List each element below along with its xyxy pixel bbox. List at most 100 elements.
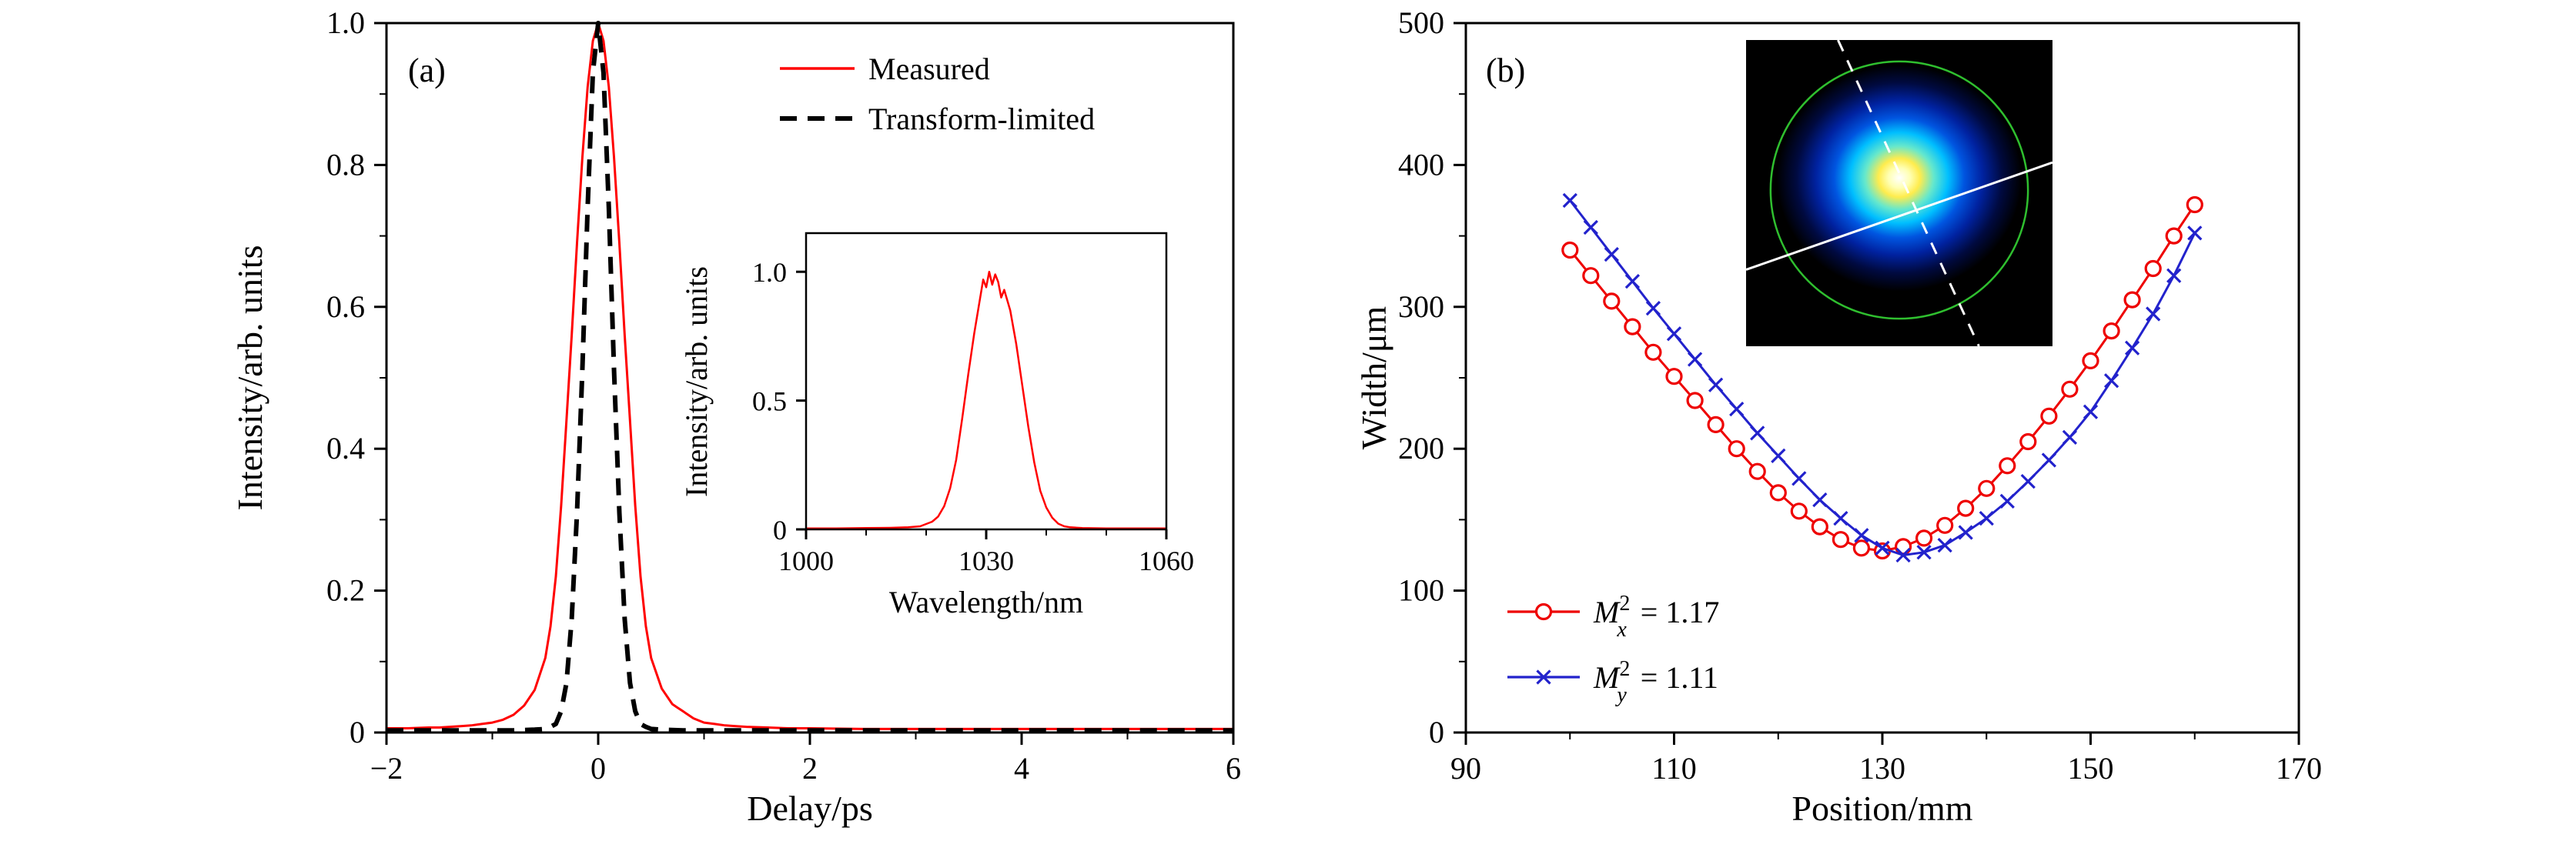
axes-frame xyxy=(805,232,1168,531)
marker-x-My2 xyxy=(2124,340,2140,355)
marker-circle-Mx2 xyxy=(2040,407,2058,425)
y-tick-label: 0 xyxy=(350,715,365,749)
x-tick-label: 170 xyxy=(2276,751,2322,786)
y-tick-label: 1.0 xyxy=(752,257,787,288)
marker-circle-Mx2 xyxy=(1728,440,1745,458)
marker-x-My2 xyxy=(1979,510,1994,526)
marker-circle-Mx2 xyxy=(1999,457,2016,475)
x-tick-label: 1030 xyxy=(958,546,1014,576)
y-tick-label: 300 xyxy=(1398,289,1444,324)
beam-overlay-circle xyxy=(1769,60,2029,320)
x-tick-label: 1000 xyxy=(778,546,834,576)
marker-circle-Mx2 xyxy=(2103,322,2120,340)
y-tick-label: 200 xyxy=(1398,431,1444,466)
x-tick-label: 150 xyxy=(2068,751,2114,786)
marker-x-My2 xyxy=(1562,192,1577,209)
x-tick-label: 130 xyxy=(1859,751,1905,786)
x-tick-label: 90 xyxy=(1450,751,1481,786)
legend-b-my2-x-marker xyxy=(1536,669,1551,685)
x-tick-label: 2 xyxy=(802,751,818,786)
y-tick-label: 0.5 xyxy=(752,386,787,417)
legend-b-mx2-label: M2 x= 1.17 xyxy=(1593,592,1719,642)
marker-circle-Mx2 xyxy=(1582,267,1600,285)
marker-x-My2 xyxy=(2062,429,2078,446)
marker-x-My2 xyxy=(2166,268,2182,283)
marker-x-My2 xyxy=(1812,492,1828,508)
y-tick-label: 0.2 xyxy=(326,573,365,608)
marker-circle-Mx2 xyxy=(1644,343,1662,361)
y-tick-label: 1.0 xyxy=(326,5,365,40)
marker-circle-Mx2 xyxy=(1978,479,1996,497)
y-tick-label: 500 xyxy=(1398,5,1444,40)
marker-circle-Mx2 xyxy=(1832,531,1849,549)
marker-circle-Mx2 xyxy=(1811,518,1828,536)
marker-circle-Mx2 xyxy=(1769,484,1787,502)
beam-profile-inset-image xyxy=(1746,40,2052,346)
marker-x-My2 xyxy=(1624,273,1641,289)
marker-circle-Mx2 xyxy=(2019,432,2037,451)
y-tick-label: 400 xyxy=(1398,147,1444,182)
marker-x-My2 xyxy=(1854,528,1869,543)
y-tick-label: 0.8 xyxy=(326,147,365,182)
marker-x-My2 xyxy=(1729,401,1745,417)
marker-x-My2 xyxy=(1958,525,1973,540)
panel-b-legend: M2 x= 1.17 M2 y= 1.11 xyxy=(1507,592,1719,707)
marker-circle-Mx2 xyxy=(1748,462,1766,480)
marker-x-My2 xyxy=(2187,225,2203,241)
marker-circle-Mx2 xyxy=(1915,529,1933,547)
marker-x-My2 xyxy=(1833,510,1848,526)
x-tick-label: 6 xyxy=(1226,751,1241,786)
marker-x-My2 xyxy=(1583,219,1598,235)
marker-x-My2 xyxy=(1916,545,1932,560)
marker-circle-Mx2 xyxy=(1561,241,1579,259)
x-tick-label: −2 xyxy=(370,751,403,786)
series-line-Measured xyxy=(386,22,1233,730)
marker-x-My2 xyxy=(2083,404,2099,419)
marker-circle-Mx2 xyxy=(1936,516,1954,534)
axes-frame xyxy=(385,22,1235,734)
beam-axis-line-dashed xyxy=(1837,40,1980,346)
panel-b: 90 110 130 150 170 0 100 200 300 400 500 (b) Posit… xyxy=(1354,5,2322,828)
marker-x-My2 xyxy=(1875,540,1890,556)
marker-x-My2 xyxy=(1687,352,1703,367)
marker-x-My2 xyxy=(1791,471,1807,486)
beam-spot xyxy=(1776,64,2022,292)
marker-x-My2 xyxy=(1708,377,1724,392)
marker-circle-Mx2 xyxy=(1686,392,1704,409)
marker-x-My2 xyxy=(1645,300,1661,316)
legend-b-mx2-circle-marker xyxy=(1534,602,1553,621)
y-tick-label: 0.4 xyxy=(326,431,365,466)
legend-a-measured-label: Measured xyxy=(868,52,990,86)
panel-a-x-axis-label: Delay/ps xyxy=(747,789,873,828)
panel-b-y-axis-label: Width/μm xyxy=(1354,306,1393,450)
legend-b-my2-label: M2 y= 1.11 xyxy=(1593,657,1718,707)
panel-b-label: (b) xyxy=(1486,52,1525,89)
marker-x-My2 xyxy=(2146,306,2161,322)
marker-x-My2 xyxy=(2103,373,2119,389)
spectrum-inset-axes: 1000 1030 1060 0 0.5 1.0 xyxy=(752,232,1194,576)
marker-x-My2 xyxy=(1937,537,1952,553)
panel-a-legend: Measured Transform-limited xyxy=(780,52,1095,136)
panel-a-y-axis-label: Intensity/arb. units xyxy=(230,245,269,511)
marker-circle-Mx2 xyxy=(2082,352,2099,369)
y-tick-label: 0 xyxy=(1429,715,1444,749)
marker-x-My2 xyxy=(1895,547,1911,563)
marker-circle-Mx2 xyxy=(2061,380,2079,398)
panel-a: −2 0 2 4 600.20.40.60.81.0 (a) Delay/ps Inte… xyxy=(230,5,1241,828)
x-tick-label: 0 xyxy=(590,751,606,786)
marker-x-My2 xyxy=(1750,426,1765,441)
x-tick-label: 4 xyxy=(1014,751,1029,786)
panel-a-inset: 1000 1030 1060 0 0.5 1.0 Wavelength/nm Intens… xyxy=(679,232,1194,619)
marker-circle-Mx2 xyxy=(1603,292,1621,310)
panel-a-axes: −2 0 2 4 600.20.40.60.81.0 xyxy=(326,5,1241,786)
x-tick-label: 110 xyxy=(1651,751,1697,786)
panel-a-label: (a) xyxy=(408,52,446,89)
marker-circle-Mx2 xyxy=(1790,502,1808,520)
beam-axis-line-solid xyxy=(1746,161,2052,271)
marker-circle-Mx2 xyxy=(2165,227,2183,245)
y-tick-label: 0 xyxy=(773,515,787,546)
y-tick-label: 100 xyxy=(1398,573,1444,608)
series-line-Transform-limited xyxy=(386,21,1233,733)
